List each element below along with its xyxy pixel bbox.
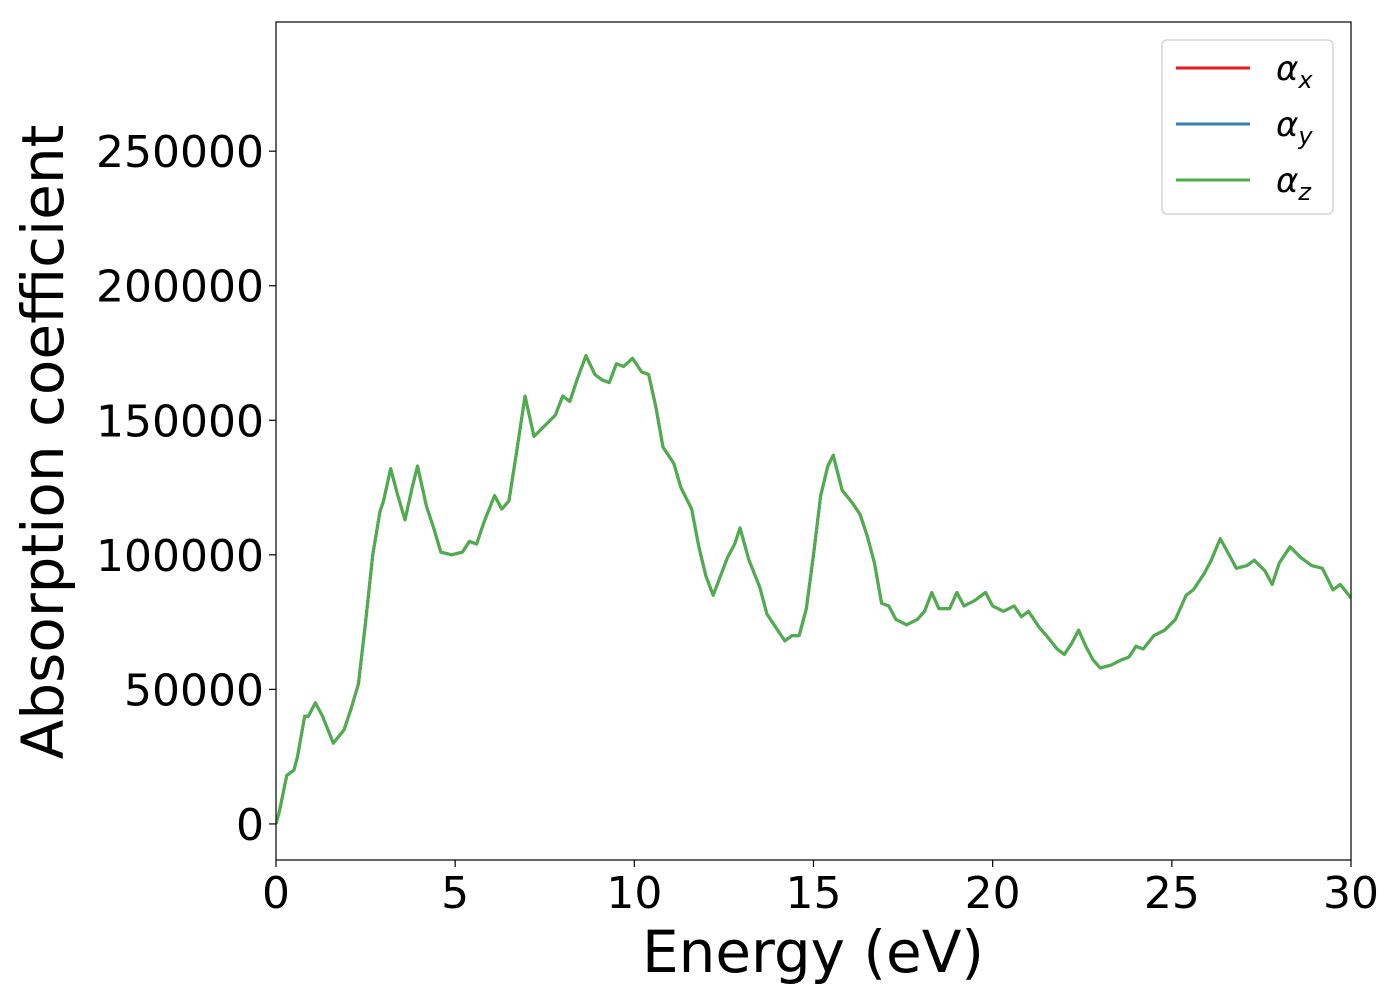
y-tick-label: 100000 <box>96 531 264 582</box>
legend-box <box>1161 39 1334 215</box>
y-axis-label: Absorption coefficient <box>9 125 77 760</box>
y-tick-label: 250000 <box>96 127 264 178</box>
x-tick-label: 25 <box>1144 868 1200 919</box>
y-tick-label: 0 <box>236 800 264 851</box>
x-tick-label: 20 <box>965 868 1021 919</box>
x-tick-label: 30 <box>1323 868 1379 919</box>
x-axis-label: Energy (eV) <box>642 918 984 986</box>
y-tick-label: 150000 <box>96 396 264 447</box>
series-line <box>276 354 1351 825</box>
legend-label: αx <box>1276 49 1313 94</box>
legend-label: αz <box>1276 161 1312 206</box>
x-tick-label: 10 <box>606 868 662 919</box>
y-tick-label: 200000 <box>96 262 264 313</box>
legend-label: αy <box>1276 105 1313 150</box>
x-tick-label: 5 <box>441 868 469 919</box>
x-tick-label: 0 <box>262 868 290 919</box>
x-tick-label: 15 <box>786 868 842 919</box>
y-tick-label: 50000 <box>124 665 264 716</box>
